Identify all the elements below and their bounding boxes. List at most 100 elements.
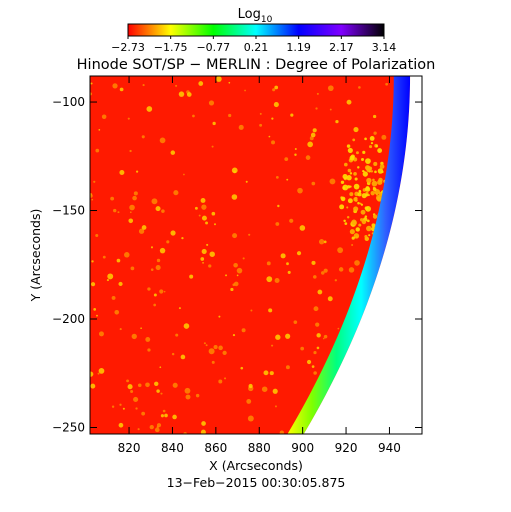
speckle	[346, 215, 350, 219]
speckle	[201, 204, 207, 210]
speckle	[357, 166, 360, 169]
speckle	[354, 196, 358, 201]
speckle	[162, 409, 166, 413]
speckle	[218, 379, 223, 384]
speckle	[279, 430, 285, 434]
speckle	[364, 215, 368, 218]
speckle	[222, 350, 227, 355]
speckle	[132, 195, 137, 201]
speckle	[305, 155, 311, 160]
speckle	[127, 117, 130, 120]
speckle	[272, 388, 278, 394]
speckle	[156, 425, 159, 429]
speckle	[140, 327, 142, 330]
speckle	[376, 196, 382, 202]
speckle	[245, 180, 248, 183]
speckle	[263, 370, 269, 376]
speckle	[141, 225, 147, 230]
speckle	[315, 107, 318, 110]
speckle	[181, 237, 184, 240]
colorbar-tick-label: 0.21	[244, 41, 269, 54]
speckle	[208, 348, 215, 355]
speckle	[275, 175, 279, 179]
speckle	[112, 83, 118, 89]
speckle	[159, 247, 166, 254]
colorbar-tick-label: 2.17	[329, 41, 354, 54]
speckle	[160, 392, 163, 395]
speckle	[369, 145, 373, 149]
speckle	[101, 114, 107, 119]
speckle	[277, 204, 280, 208]
x-axis-label: X (Arcseconds)	[209, 458, 303, 473]
colorbar-tick-label: 1.19	[286, 41, 311, 54]
speckle	[347, 198, 353, 204]
speckle	[354, 260, 360, 266]
speckle	[353, 206, 359, 212]
speckle	[129, 204, 135, 211]
speckle	[311, 365, 315, 368]
speckle	[186, 92, 192, 97]
speckle	[381, 134, 387, 140]
speckle	[306, 359, 312, 365]
speckle	[228, 81, 231, 84]
speckle	[130, 390, 134, 394]
speckle	[163, 290, 166, 293]
speckle	[329, 108, 332, 111]
speckle	[259, 123, 263, 127]
speckle	[215, 76, 222, 82]
speckle	[297, 187, 303, 194]
speckle	[147, 348, 151, 352]
speckle	[205, 344, 208, 347]
speckle	[286, 178, 289, 181]
speckle	[90, 82, 93, 85]
speckle	[218, 345, 223, 351]
speckle	[124, 252, 130, 258]
speckle	[273, 102, 279, 108]
speckle	[195, 393, 200, 398]
speckle	[385, 82, 389, 86]
speckle	[370, 191, 375, 196]
speckle	[228, 113, 232, 118]
speckle	[349, 229, 355, 235]
speckle	[175, 333, 179, 337]
speckle	[151, 198, 158, 205]
speckle	[347, 147, 353, 154]
speckle	[315, 322, 320, 327]
speckle	[371, 180, 378, 187]
speckle	[361, 219, 367, 225]
speckle	[156, 389, 160, 393]
colorbar-tick-label: −1.75	[154, 41, 188, 54]
speckle	[372, 214, 378, 219]
speckle	[212, 121, 216, 126]
speckle	[343, 219, 346, 223]
speckle	[365, 158, 371, 164]
speckle	[198, 214, 201, 217]
speckle	[129, 149, 132, 153]
speckle	[248, 383, 253, 389]
speckle	[137, 383, 142, 388]
speckle	[127, 384, 133, 390]
speckle	[339, 204, 345, 210]
speckle	[364, 186, 371, 192]
speckle	[159, 289, 164, 294]
speckle	[357, 201, 360, 205]
speckle	[329, 178, 336, 185]
speckle	[236, 274, 239, 277]
speckle	[310, 132, 316, 138]
speckle	[247, 415, 254, 422]
speckle	[111, 295, 116, 300]
speckle	[244, 89, 246, 92]
speckle	[150, 268, 154, 271]
speckle	[155, 265, 161, 271]
speckle	[189, 274, 194, 279]
speckle	[342, 186, 346, 190]
speckle	[231, 167, 238, 174]
speckle	[208, 264, 212, 268]
speckle	[266, 261, 271, 266]
speckle	[268, 135, 271, 138]
speckle	[172, 414, 177, 420]
speckle	[175, 84, 178, 87]
speckle	[313, 275, 317, 279]
speckle	[340, 196, 346, 202]
speckle	[290, 113, 294, 117]
